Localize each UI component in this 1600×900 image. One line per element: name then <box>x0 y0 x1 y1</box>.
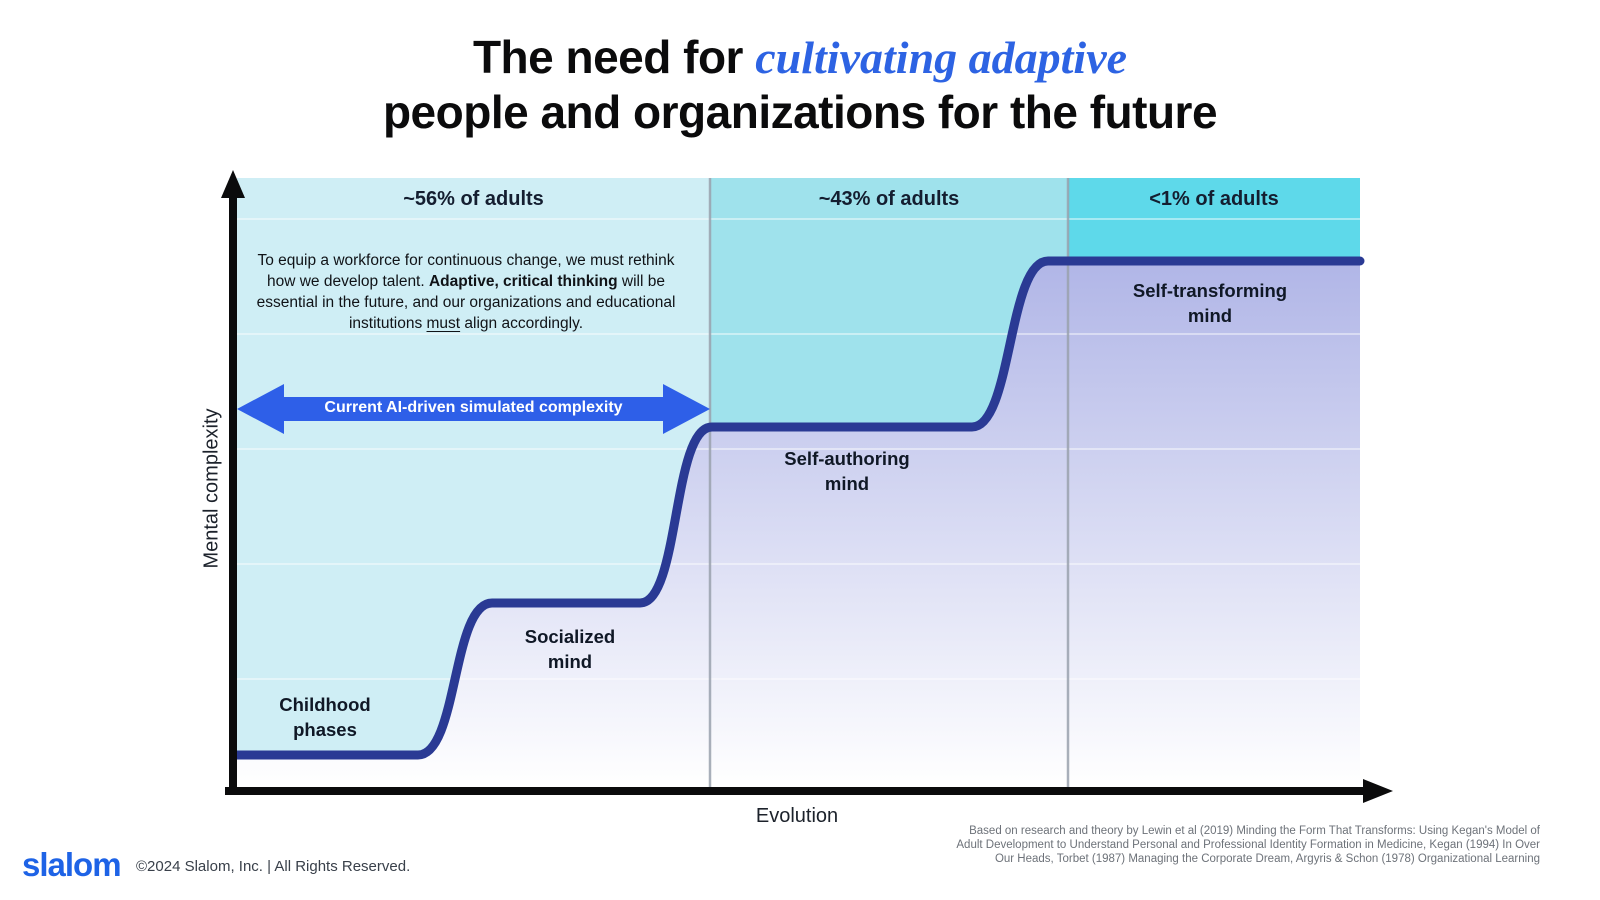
paragraph-part5: align accordingly. <box>460 315 584 332</box>
y-axis-label: Mental complexity <box>200 408 223 569</box>
citation-text: Based on research and theory by Lewin et… <box>956 825 1540 865</box>
y-axis-arrowhead-icon <box>221 170 245 198</box>
double-arrow-icon <box>237 384 710 434</box>
x-axis-arrowhead-icon <box>1363 779 1393 803</box>
slalom-logo: slalom <box>22 846 122 883</box>
stage-socialized-line2: mind <box>547 651 593 672</box>
title-line1-blue: cultivating adaptive <box>755 32 1128 83</box>
copyright-text: ©2024 Slalom, Inc. | All Rights Reserved… <box>136 858 411 875</box>
title-line1-black: The need for <box>472 31 756 83</box>
paragraph-part1: To equip a workforce for continuous chan… <box>257 252 675 290</box>
paragraph-underline: must <box>426 315 461 332</box>
intro-paragraph: To equip a workforce for continuous chan… <box>252 250 680 334</box>
paragraph-bold: Adaptive, critical thinking <box>428 273 618 290</box>
stage-self-transforming-line1: Self-transforming <box>1132 280 1288 301</box>
stage-label-socialized: Socialized mind <box>490 624 650 674</box>
stage-label-self-transforming: Self-transforming mind <box>1085 278 1335 328</box>
ai-complexity-arrow-label: Current AI-driven simulated complexity <box>324 399 623 416</box>
column-header-3: <1% of adults <box>1149 188 1279 210</box>
stage-self-authoring-line2: mind <box>824 473 870 494</box>
stage-self-authoring-line1: Self-authoring <box>784 448 910 469</box>
title-line2: people and organizations for the future <box>382 86 1218 138</box>
page-title: The need for cultivating adaptive people… <box>0 30 1600 140</box>
stage-socialized-line1: Socialized <box>524 626 616 647</box>
column-dividers <box>708 178 1070 787</box>
development-curve <box>232 256 1365 760</box>
stage-label-self-authoring: Self-authoring mind <box>747 446 947 496</box>
stage-self-transforming-line2: mind <box>1187 305 1233 326</box>
column-header-1: ~56% of adults <box>403 188 544 210</box>
stage-label-childhood: Childhood phases <box>245 692 405 742</box>
grid-lines <box>237 218 1360 680</box>
paragraph-part3: will be essential in the future, and our… <box>256 273 676 332</box>
stage-childhood-line1: Childhood <box>279 694 371 715</box>
column-header-2: ~43% of adults <box>818 188 960 210</box>
x-axis-label: Evolution <box>755 805 839 827</box>
stage-childhood-line2: phases <box>293 719 357 740</box>
